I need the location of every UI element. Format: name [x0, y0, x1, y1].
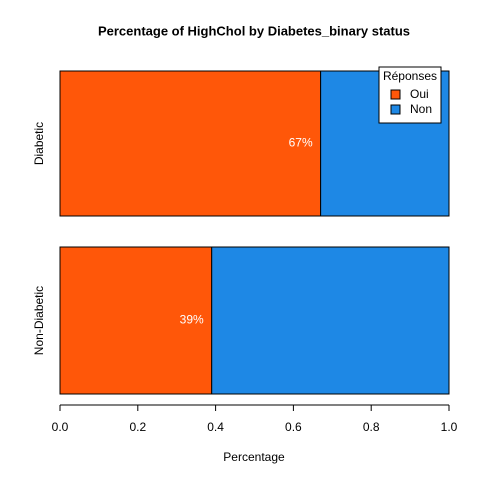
y-tick-label: Non-Diabetic: [32, 286, 46, 355]
chart-title: Percentage of HighChol by Diabetes_binar…: [98, 23, 410, 38]
y-tick-label: Diabetic: [32, 122, 46, 165]
legend-box: [378, 66, 442, 124]
legend-title: Réponses: [383, 69, 437, 83]
x-tick-label: 0.6: [285, 420, 302, 434]
legend-swatch: [390, 89, 401, 100]
legend-label: Non: [410, 102, 432, 116]
x-axis-label: Percentage: [223, 450, 285, 464]
bar: [59, 246, 213, 395]
x-tick-label: 0.2: [129, 420, 146, 434]
data-label: 39%: [180, 313, 204, 327]
legend-swatch: [390, 104, 401, 115]
x-tick-label: 0.4: [207, 420, 224, 434]
x-tick-label: 0.0: [52, 420, 69, 434]
bar: [211, 246, 450, 395]
data-label: 67%: [289, 136, 313, 150]
x-tick-label: 0.8: [363, 420, 380, 434]
bar: [59, 70, 322, 217]
x-tick-label: 1.0: [441, 420, 458, 434]
legend-label: Oui: [410, 87, 429, 101]
